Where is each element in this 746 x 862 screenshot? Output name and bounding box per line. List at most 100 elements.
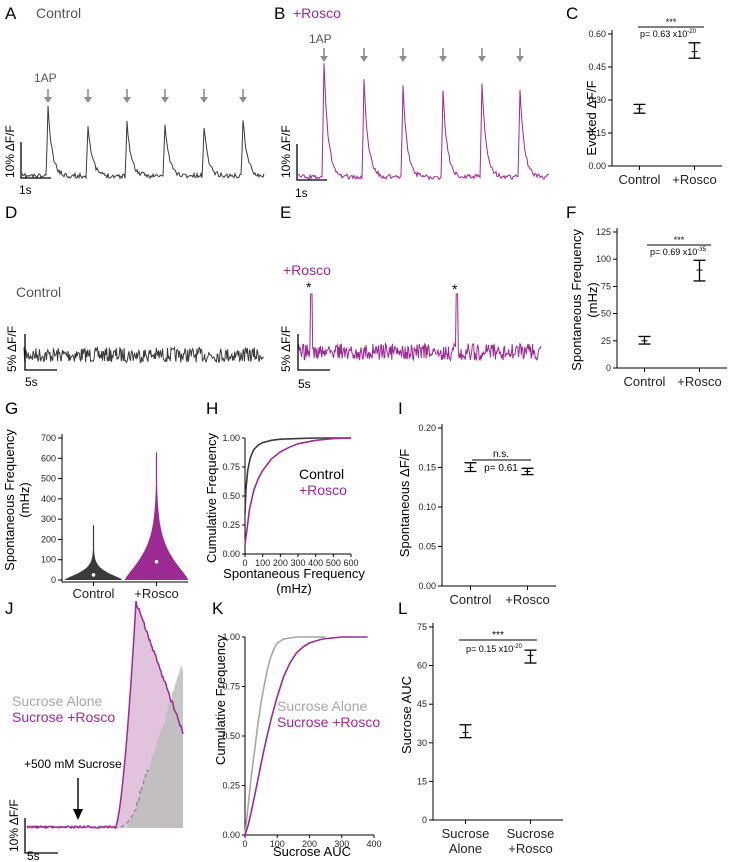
scale-bar [20, 142, 51, 179]
y-tick-label: 0.00 [588, 161, 606, 171]
down-arrow-icon [123, 97, 131, 103]
stimulus-label: 1AP [34, 71, 57, 85]
x-tick-label: 200 [273, 558, 288, 568]
y-tick-label: 100 [41, 555, 56, 565]
panel-letter: G [5, 399, 18, 418]
down-arrow-icon [320, 56, 328, 62]
down-arrow-icon [84, 97, 92, 103]
y-tick-label: 700 [41, 433, 56, 443]
down-arrow-icon [439, 56, 447, 62]
y-tick-label: 200 [41, 534, 56, 544]
cdf-line-b [244, 437, 352, 545]
x-tick-label: 300 [290, 558, 305, 568]
down-arrow-icon [161, 97, 169, 103]
scale-y-label: 10% ΔF/F [7, 799, 21, 852]
cdf-line-a [244, 437, 351, 514]
sucrose-rosco-trace [26, 600, 184, 830]
x-tick-label: 500 [326, 558, 341, 568]
y-tick-label: 0.25 [222, 781, 240, 791]
x-tick-label: 0 [242, 839, 247, 849]
x-tick-label: 0 [242, 558, 247, 568]
plot-k: 0.00 0.25 0.50 0.75 1.00 0 100 200 300 400 [222, 632, 381, 849]
y-tick-label: 0.00 [418, 581, 436, 591]
plot-c: 0.00 0.15 0.30 0.45 0.60 Control +Rosco [588, 29, 722, 187]
y-tick-label: 0.50 [222, 731, 240, 741]
down-arrow-icon [516, 56, 524, 62]
panel-letter: B [274, 4, 285, 23]
significance-stars: *** [492, 630, 504, 641]
y-axis-label: Cumulative Frequency [213, 634, 228, 765]
event-marker: * [306, 279, 312, 295]
scale-x-label: 5s [298, 377, 311, 391]
legend-sucrose-rosco: Sucrose +Rosco [12, 709, 115, 725]
x-tick-label: Sucrose [507, 826, 555, 841]
panel-b-title: +Rosco [293, 5, 341, 21]
scale-y-label: 10% ΔF/F [279, 125, 293, 178]
scale-bar [24, 818, 58, 854]
x-tick-label: 300 [334, 839, 349, 849]
panel-letter: K [212, 599, 224, 618]
median-point [154, 559, 159, 564]
y-tick-label: 0.15 [588, 128, 606, 138]
panel-d-title: Control [16, 284, 61, 300]
y-tick-label: 500 [41, 474, 56, 484]
y-tick-label: 0.25 [222, 520, 240, 530]
panel-i: I 0.00 0.05 0.10 0.15 0.20 Control +Rosco Spon… [397, 399, 556, 607]
x-tick-label: 100 [255, 558, 270, 568]
y-tick-label: 30 [417, 738, 427, 748]
panel-letter: E [280, 203, 291, 222]
y-tick-label: 0 [51, 575, 56, 585]
y-tick-label: 0.00 [222, 830, 240, 840]
plot-i: 0.00 0.05 0.10 0.15 0.20 Control +Rosco [418, 423, 556, 607]
panel-d: D Control 5% ΔF/F 5s [5, 203, 264, 389]
y-tick-label: 0.75 [222, 462, 240, 472]
y-tick-label: 1.00 [222, 433, 240, 443]
panel-k: K 0.00 0.25 0.50 0.75 1.00 0 100 200 300 400 Cumu… [212, 599, 382, 859]
event-marker: * [452, 281, 458, 297]
scale-bar [24, 334, 57, 371]
y-tick-label: 0 [606, 363, 611, 373]
y-axis-label: Evoked ΔF/F [584, 80, 599, 155]
x-tick-label: Control [73, 586, 115, 601]
down-arrow-icon [239, 97, 247, 103]
y-tick-label: 0.45 [588, 62, 606, 72]
y-tick-label: 125 [596, 227, 611, 237]
y-tick-label: 15 [417, 776, 427, 786]
y-tick-label: 0.60 [588, 29, 606, 39]
y-tick-label: 0 [422, 815, 427, 825]
y-axis-label: Sucrose AUC [399, 676, 414, 754]
x-tick-label: Control [624, 374, 666, 389]
x-tick-label: +Rosco [134, 586, 178, 601]
y-tick-label: 45 [417, 699, 427, 709]
x-tick-label: 400 [308, 558, 323, 568]
x-tick-label: +Rosco [677, 374, 721, 389]
y-tick-label: 1.00 [222, 632, 240, 642]
y-tick-label: 0.75 [222, 682, 240, 692]
stimulus-arrows-a [44, 89, 247, 103]
y-tick-label: 300 [41, 514, 56, 524]
down-arrow-icon [399, 56, 407, 62]
y-axis-label: Spontaneous Frequency [569, 229, 584, 371]
p-value: p= 0.63 x10-20 [640, 29, 697, 39]
scale-bar [296, 144, 327, 181]
legend-control: Control [299, 466, 344, 482]
y-tick-label: 0.50 [222, 491, 240, 501]
y-tick-label: 25 [601, 336, 611, 346]
legend-sucrose-rosco: Sucrose +Rosco [277, 714, 380, 730]
panel-letter: D [5, 203, 17, 222]
panel-j: J Sucrose Alone Sucrose +Rosco +500 mM S… [5, 599, 184, 862]
scale-x-label: 5s [25, 375, 38, 389]
p-value: p= 0.61 [484, 463, 518, 474]
x-tick-label: +Rosco [508, 841, 552, 856]
down-arrow-icon [360, 56, 368, 62]
spontaneous-trace-control [23, 345, 264, 364]
x-tick-label: +Rosco [505, 592, 549, 607]
panel-h: H 0.00 0.25 0.50 0.75 1.00 0 100 200 300 400 500 60… [204, 399, 365, 596]
x-tick-label: +Rosco [672, 172, 716, 187]
calcium-trace-rosco [297, 63, 549, 181]
legend-sucrose-alone: Sucrose Alone [12, 693, 102, 709]
panel-letter: C [566, 4, 578, 23]
x-axis-label: Spontaneous Frequency [223, 566, 365, 581]
down-arrow-icon [73, 778, 83, 820]
